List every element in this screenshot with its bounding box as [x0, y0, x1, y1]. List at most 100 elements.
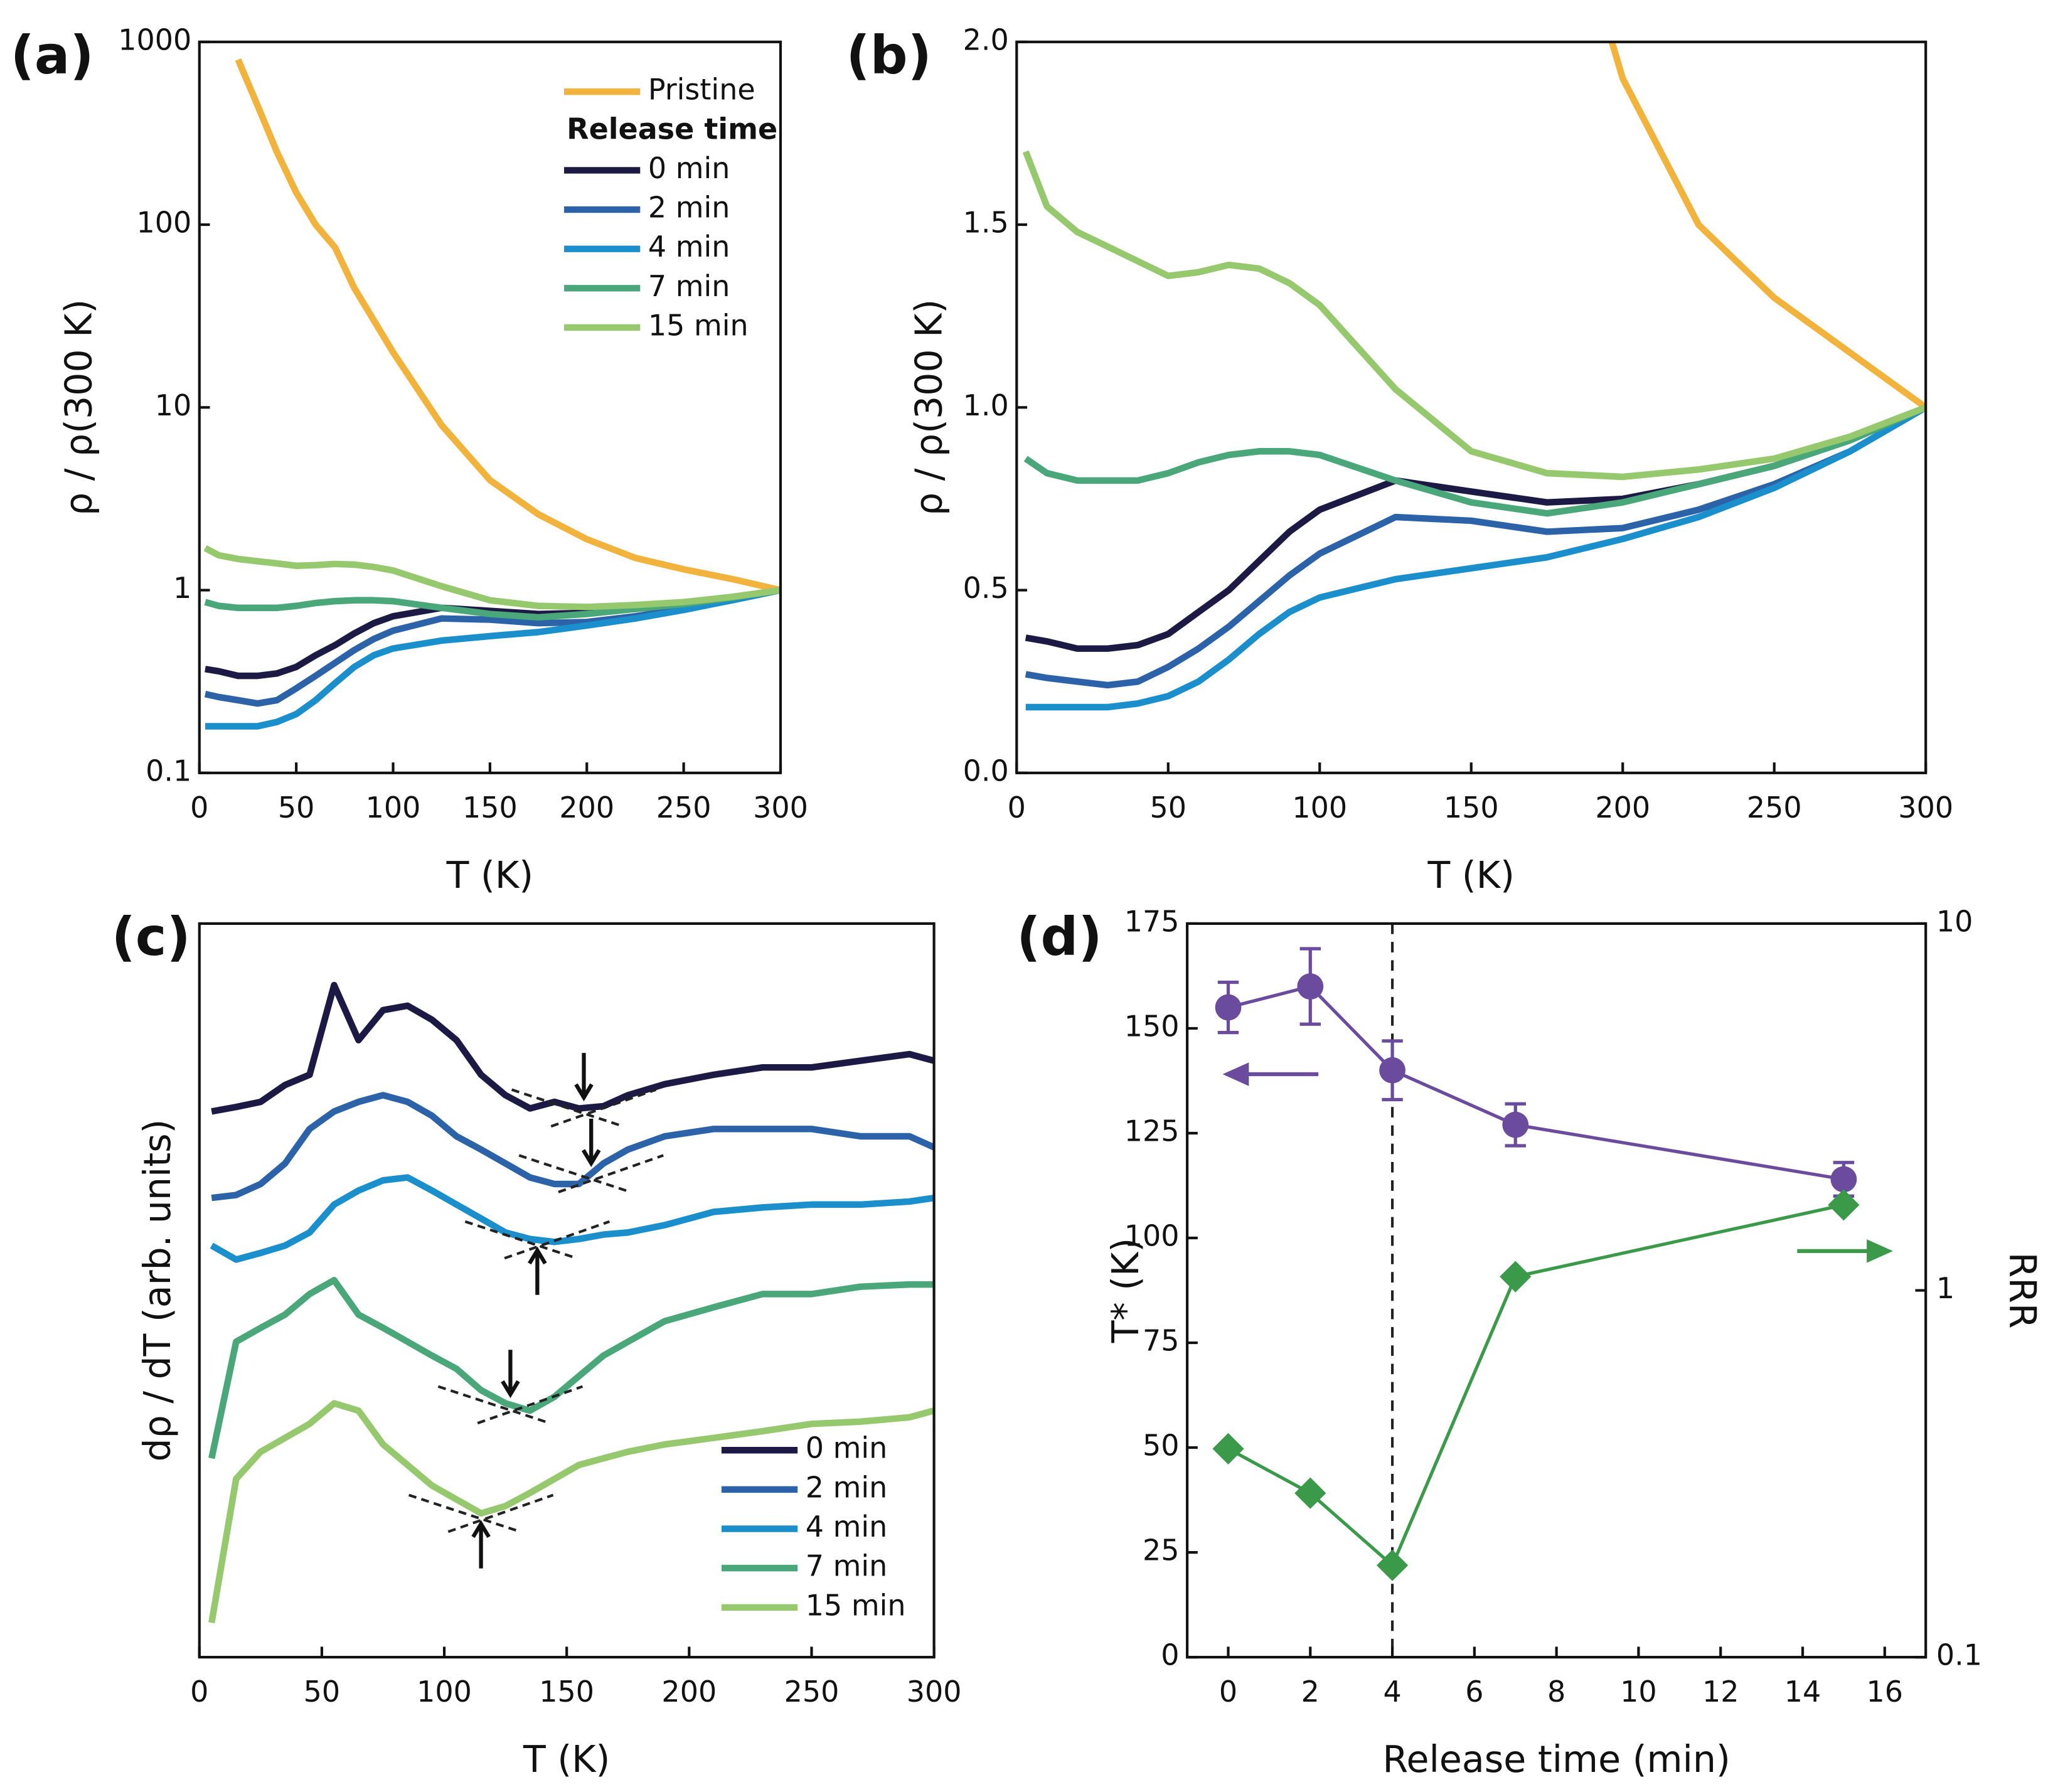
x-tick-label: 0 [1008, 791, 1026, 824]
marker [1294, 1477, 1326, 1509]
y2-tick-label: 10 [1936, 904, 1973, 938]
y-tick-label: 150 [1124, 1009, 1180, 1043]
y-tick-label: 0.5 [963, 571, 1009, 605]
arrow [528, 1246, 547, 1295]
series-line [208, 1400, 934, 1624]
x-tick-label: 4 [1383, 1675, 1401, 1709]
series-line [1023, 404, 1926, 517]
legend-label: 0 min [648, 151, 730, 185]
x-tick-label: 300 [753, 791, 808, 824]
fit-line [437, 1385, 584, 1425]
x-tick-label: 150 [539, 1675, 594, 1709]
legend-label: 7 min [648, 269, 730, 303]
arrow [501, 1350, 520, 1399]
y-axis-label: ρ / ρ(300 K) [908, 299, 951, 516]
y-tick-label: 1.5 [963, 206, 1009, 240]
y-tick-label: 100 [1124, 1219, 1180, 1253]
x-tick-label: 50 [1150, 791, 1187, 824]
legend-label: 7 min [806, 1549, 888, 1583]
series-line [1227, 1203, 1844, 1567]
panel-label: (b) [846, 24, 932, 86]
x-tick-label: 250 [784, 1675, 840, 1709]
y-tick-label: 1.0 [963, 388, 1009, 422]
series-line [1227, 984, 1844, 1181]
legend-label: 4 min [648, 230, 730, 264]
series-line [211, 981, 934, 1115]
x-tick-label: 14 [1784, 1675, 1821, 1709]
x-tick-label: 150 [462, 791, 518, 824]
x-axis-label: T (K) [446, 854, 533, 897]
x-axis-label: T (K) [1427, 854, 1515, 897]
plot-area [1022, 41, 1926, 711]
plot-frame [1186, 922, 1928, 1659]
x-tick-label: 200 [661, 1675, 717, 1709]
x-tick-label: 250 [1747, 791, 1802, 824]
y-tick-label: 25 [1143, 1533, 1180, 1567]
marker [1500, 1261, 1532, 1293]
y2-tick-label: 1 [1936, 1271, 1954, 1305]
fit-line [408, 1493, 554, 1533]
y-tick-label: 0 [1161, 1638, 1179, 1672]
series-line [235, 58, 781, 594]
series-line [1022, 150, 1926, 481]
x-axis-label: Release time (min) [1383, 1738, 1730, 1781]
legend-label: 4 min [806, 1510, 888, 1544]
y-axis-label: T* (K) [1104, 1238, 1147, 1343]
panel-label: (a) [11, 24, 94, 86]
y-tick-label: 125 [1124, 1114, 1180, 1148]
marker [1212, 1432, 1244, 1465]
series-line [1608, 41, 1926, 410]
legend-label: Pristine [648, 73, 755, 107]
x-tick-label: 0 [1219, 1675, 1237, 1709]
y-tick-label: 50 [1143, 1429, 1180, 1463]
fit-line [518, 1154, 664, 1193]
plot-area [203, 58, 781, 730]
y-tick-label: 75 [1143, 1324, 1180, 1358]
legend-label: 2 min [806, 1470, 888, 1504]
x-tick-label: 150 [1444, 791, 1499, 824]
x-tick-label: 300 [907, 1675, 962, 1709]
x-tick-label: 200 [1595, 791, 1650, 824]
fit-line [511, 1088, 657, 1128]
marker [1828, 1189, 1860, 1221]
y-tick-label: 1 [173, 571, 191, 605]
legend-title: Release time [567, 112, 777, 146]
legend-label: 0 min [806, 1431, 888, 1465]
marker [1376, 1549, 1409, 1581]
x-tick-label: 50 [304, 1675, 341, 1709]
x-tick-label: 250 [656, 791, 712, 824]
x-tick-label: 100 [417, 1675, 472, 1709]
marker [1830, 1166, 1857, 1193]
y-tick-label: 175 [1124, 904, 1180, 938]
y-tick-label: 100 [136, 206, 191, 240]
x-tick-label: 6 [1465, 1675, 1483, 1709]
x-tick-label: 200 [559, 791, 614, 824]
series-line [203, 545, 781, 611]
series-line [1025, 404, 1926, 689]
series-line [1025, 404, 1926, 652]
series-line [1025, 404, 1926, 711]
x-tick-label: 8 [1547, 1675, 1565, 1709]
x-tick-label: 10 [1620, 1675, 1657, 1709]
x-axis-label: T (K) [523, 1738, 610, 1781]
marker [1297, 973, 1324, 1000]
panel-label: (d) [1016, 906, 1102, 968]
series-line [208, 1277, 934, 1459]
axis-arrows [1222, 1062, 1893, 1263]
y-tick-label: 2.0 [963, 23, 1009, 56]
y-tick-label: 1000 [118, 23, 191, 56]
y-axis-label: dρ / dT (arb. units) [136, 1119, 179, 1462]
y-axis-label: ρ / ρ(300 K) [58, 299, 100, 516]
marker [1215, 994, 1242, 1021]
x-tick-label: 100 [1292, 791, 1347, 824]
y-tick-label: 10 [155, 388, 192, 422]
legend-label: 2 min [648, 191, 730, 225]
plot-frame [1015, 40, 1928, 774]
series-line [211, 1092, 934, 1202]
marker [1379, 1057, 1405, 1084]
x-tick-label: 0 [190, 791, 208, 824]
series-line [205, 587, 781, 730]
y-tick-label: 0.0 [963, 754, 1009, 787]
